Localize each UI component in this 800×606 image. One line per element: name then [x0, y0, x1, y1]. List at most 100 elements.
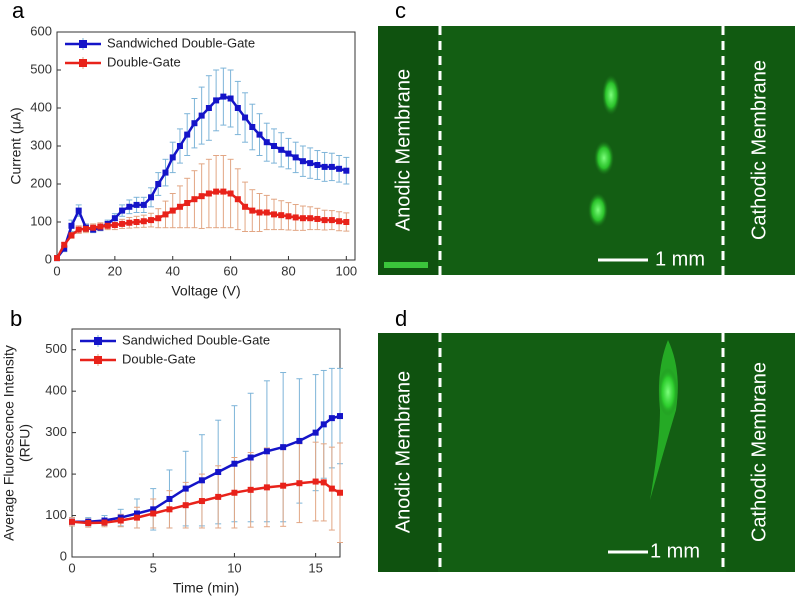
marker — [148, 194, 155, 201]
marker — [85, 520, 92, 527]
x-tick-label: 60 — [223, 263, 237, 278]
marker — [198, 498, 205, 505]
marker — [215, 469, 222, 476]
marker — [182, 502, 189, 509]
y-axis-label: Current (μA) — [8, 107, 24, 184]
x-tick-label: 80 — [281, 263, 295, 278]
marker — [249, 124, 256, 130]
marker — [198, 112, 205, 119]
band — [594, 141, 614, 175]
marker — [328, 415, 335, 422]
legend-label: Sandwiched Double-Gate — [122, 332, 270, 347]
marker — [312, 429, 319, 436]
legend-swatch — [94, 337, 102, 345]
marker — [285, 150, 292, 157]
membrane — [726, 333, 795, 572]
marker — [320, 479, 327, 486]
marker — [126, 203, 133, 210]
y-tick-label: 200 — [30, 175, 52, 190]
marker — [242, 203, 249, 210]
marker — [191, 196, 198, 203]
marker — [166, 506, 173, 513]
marker — [198, 477, 205, 484]
marker — [337, 413, 343, 420]
marker — [176, 143, 183, 149]
x-tick-label: 15 — [308, 560, 322, 575]
legend-swatch — [79, 59, 87, 67]
marker — [162, 211, 169, 218]
x-axis-label: Time (min) — [173, 580, 239, 596]
image-panel: c Anodic Membrane Cathodic Membrane 1 mm — [378, 0, 795, 275]
marker — [328, 163, 335, 170]
marker — [75, 226, 82, 233]
marker — [169, 154, 176, 161]
marker — [155, 215, 162, 222]
marker — [292, 214, 299, 221]
y-tick-label: 600 — [30, 23, 52, 38]
marker — [162, 169, 169, 176]
marker — [61, 245, 68, 252]
marker — [343, 167, 350, 174]
glow — [384, 262, 428, 268]
marker — [256, 131, 263, 138]
membrane-label: Anodic Membrane — [392, 371, 414, 533]
membrane — [378, 333, 438, 572]
membrane — [726, 26, 795, 275]
marker — [169, 207, 176, 214]
marker — [337, 489, 343, 496]
marker — [249, 207, 256, 214]
x-tick-label: 0 — [68, 560, 75, 575]
marker — [133, 201, 140, 208]
marker — [126, 219, 133, 226]
band — [658, 368, 678, 416]
marker — [321, 217, 328, 224]
y-tick-label: 0 — [60, 548, 67, 563]
band — [588, 193, 608, 227]
x-tick-label: 40 — [165, 263, 179, 278]
marker — [184, 131, 191, 138]
y-axis-label: Average Fluorescence Intensity — [1, 345, 17, 541]
marker — [220, 188, 227, 195]
marker — [119, 220, 126, 227]
marker — [270, 211, 277, 218]
marker — [184, 200, 191, 206]
y-tick-label: 400 — [45, 383, 67, 398]
marker — [133, 510, 140, 517]
micrograph — [378, 333, 795, 572]
x-tick-label: 5 — [150, 560, 157, 575]
marker — [148, 217, 155, 224]
legend-label: Double-Gate — [122, 351, 196, 366]
marker — [176, 203, 183, 210]
panel-label: c — [395, 0, 406, 23]
y-tick-label: 100 — [45, 507, 67, 522]
band — [602, 75, 620, 115]
marker — [336, 218, 343, 225]
marker — [263, 139, 270, 146]
marker — [82, 225, 89, 232]
marker — [247, 454, 254, 461]
chart: a 0 20 40 60 80 100 0 100 200 300 400 500 600 Voltage … — [8, 0, 357, 299]
marker — [307, 215, 314, 222]
y-tick-label: 200 — [45, 466, 67, 481]
marker — [133, 219, 140, 225]
marker — [263, 448, 270, 455]
marker — [321, 163, 328, 170]
marker — [104, 222, 111, 229]
marker — [182, 485, 189, 492]
marker — [343, 219, 350, 225]
marker — [101, 519, 108, 526]
marker — [111, 222, 118, 229]
marker — [68, 222, 75, 229]
marker — [227, 95, 234, 102]
marker — [191, 120, 198, 127]
marker — [119, 207, 126, 214]
y-axis-label: (RFU) — [17, 424, 33, 462]
marker — [227, 190, 234, 197]
y-tick-label: 500 — [45, 341, 67, 356]
marker — [90, 224, 97, 231]
marker — [198, 193, 205, 200]
marker — [280, 444, 287, 451]
marker — [314, 162, 321, 168]
marker — [155, 181, 162, 187]
